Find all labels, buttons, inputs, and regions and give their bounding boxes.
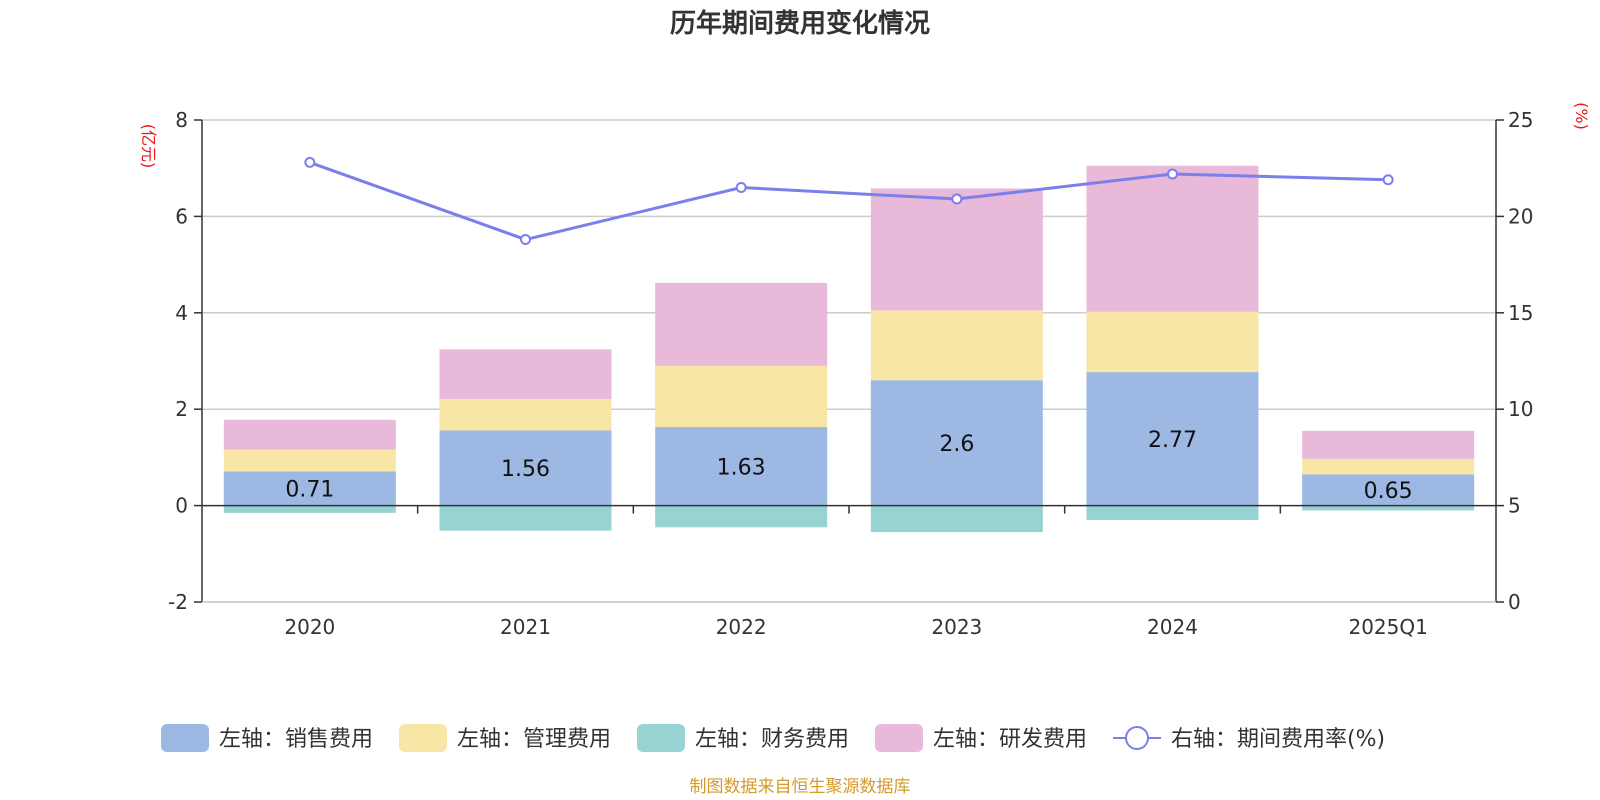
left-tick-label: 6 xyxy=(175,204,188,228)
bar-左轴销售费用-2020 xyxy=(223,471,396,506)
right-tick-label: 10 xyxy=(1508,397,1533,421)
bar-左轴管理费用-2023 xyxy=(870,310,1043,381)
bar-左轴财务费用-2023 xyxy=(870,505,1043,533)
left-tick-label: 8 xyxy=(175,108,188,132)
x-tick-label: 2022 xyxy=(716,615,767,639)
rate-point-2023 xyxy=(951,193,963,205)
bar-左轴财务费用-2022 xyxy=(655,505,828,528)
rate-line xyxy=(304,156,1394,246)
bar-左轴管理费用-2024 xyxy=(1086,311,1259,373)
left-tick-label: -2 xyxy=(168,590,188,614)
bar-左轴研发费用-2020 xyxy=(223,419,396,450)
left-tick-label: 2 xyxy=(175,397,188,421)
source-note: 制图数据来自恒生聚源数据库 xyxy=(690,777,911,797)
bar-左轴研发费用-2025Q1 xyxy=(1302,430,1475,459)
legend-item[interactable]: 左轴：管理费用 xyxy=(399,724,611,752)
legend-swatch xyxy=(875,724,923,752)
legend-swatch xyxy=(637,724,685,752)
rate-point-2025Q1 xyxy=(1382,174,1394,186)
chart-title: 历年期间费用变化情况 xyxy=(670,8,930,39)
right-axis-unit: (%) xyxy=(1572,102,1591,130)
sales-data-label: 1.63 xyxy=(717,455,766,480)
right-tick-label: 5 xyxy=(1508,494,1521,518)
bar-左轴管理费用-2022 xyxy=(655,365,828,428)
bar-左轴研发费用-2024 xyxy=(1086,165,1259,312)
legend-item[interactable]: 右轴：期间费用率(%) xyxy=(1113,726,1385,752)
right-tick-label: 25 xyxy=(1508,108,1533,132)
bar-左轴财务费用-2025Q1 xyxy=(1302,505,1475,511)
legend-swatch xyxy=(399,724,447,752)
left-tick-label: 4 xyxy=(175,301,188,325)
rate-point-2020 xyxy=(304,156,316,168)
rate-line-path xyxy=(309,161,1389,242)
bar-左轴销售费用-2025Q1 xyxy=(1302,474,1475,506)
sales-data-label: 0.71 xyxy=(285,477,334,502)
legend-label: 左轴：财务费用 xyxy=(695,727,849,752)
x-tick-label: 2021 xyxy=(500,615,551,639)
rate-point-2022 xyxy=(735,181,747,193)
legend-label: 左轴：研发费用 xyxy=(933,727,1087,752)
right-tick-label: 20 xyxy=(1508,204,1533,228)
bar-左轴财务费用-2020 xyxy=(223,505,396,513)
legend-item[interactable]: 左轴：财务费用 xyxy=(637,724,849,752)
legend-item[interactable]: 左轴：销售费用 xyxy=(161,724,373,752)
x-tick-label: 2024 xyxy=(1147,615,1198,639)
legend-label: 右轴：期间费用率(%) xyxy=(1171,727,1385,752)
right-tick-label: 0 xyxy=(1508,590,1521,614)
legend-swatch xyxy=(161,724,209,752)
sales-data-label: 1.56 xyxy=(501,457,550,482)
bar-左轴研发费用-2022 xyxy=(655,282,828,366)
x-tick-label: 2023 xyxy=(931,615,982,639)
bar-左轴销售费用-2024 xyxy=(1086,372,1259,506)
x-tick-label: 2020 xyxy=(284,615,335,639)
legend-label: 左轴：管理费用 xyxy=(457,727,611,752)
bar-左轴管理费用-2021 xyxy=(439,399,612,431)
right-tick-label: 15 xyxy=(1508,301,1533,325)
legend-item[interactable]: 左轴：研发费用 xyxy=(875,724,1087,752)
sales-data-label: 2.77 xyxy=(1148,428,1197,453)
legend-label: 左轴：销售费用 xyxy=(219,727,373,752)
bar-左轴销售费用-2021 xyxy=(439,430,612,506)
legend-marker xyxy=(1125,726,1149,750)
bars xyxy=(223,165,1475,533)
bar-左轴研发费用-2021 xyxy=(439,349,612,400)
data-labels: 0.71 1.56 1.63 2.6 2.77 0.65 xyxy=(285,428,1412,504)
sales-data-label: 0.65 xyxy=(1364,479,1413,504)
bar-左轴销售费用-2022 xyxy=(655,427,828,506)
left-tick-label: 0 xyxy=(175,494,188,518)
bar-左轴财务费用-2021 xyxy=(439,505,612,531)
left-axis-unit: (亿元) xyxy=(139,124,158,169)
legend: 左轴：销售费用 左轴：管理费用 左轴：财务费用 左轴：研发费用 右轴：期间费用率(%) xyxy=(161,724,1385,752)
bar-左轴研发费用-2023 xyxy=(870,188,1043,311)
bar-左轴销售费用-2023 xyxy=(870,380,1043,506)
axes: -2 0 2 4 6 8 0 5 10 15 20 25 2020 2021 2022 2023 2024 202… xyxy=(168,108,1533,639)
rate-point-2024 xyxy=(1167,168,1178,180)
bar-左轴财务费用-2024 xyxy=(1086,505,1259,521)
bar-左轴管理费用-2020 xyxy=(223,449,396,472)
x-tick-label: 2025Q1 xyxy=(1348,615,1427,639)
bar-左轴管理费用-2025Q1 xyxy=(1302,458,1475,475)
sales-data-label: 2.6 xyxy=(939,432,974,457)
rate-point-2021 xyxy=(520,234,531,246)
